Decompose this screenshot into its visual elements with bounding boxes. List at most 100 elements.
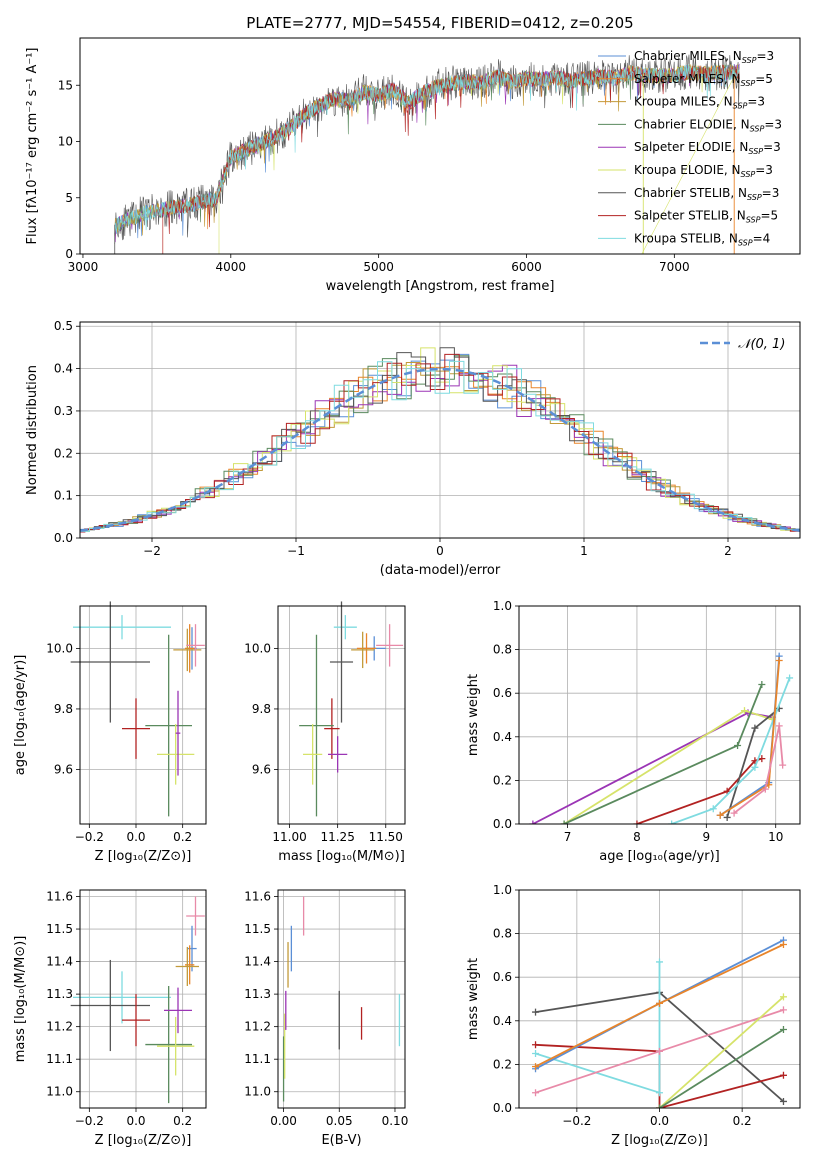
- marker-kroupa_stelib: [532, 1050, 540, 1057]
- y-tick-label: 0.4: [493, 730, 512, 744]
- spectrum-plot: 3000 4000 5000 6000 7000 0 5 10 15 wavelength [An…: [25, 37, 801, 294]
- y-axis-label: mass weight: [466, 958, 481, 1040]
- legend-label-suffix: =3: [764, 117, 782, 131]
- legend-label: Chabrier MILES, NSSP=3: [634, 49, 774, 65]
- y-axis-label: Flux [fλ10⁻¹⁷ erg cm⁻² s⁻¹ A⁻¹]: [25, 48, 40, 245]
- x-tick-label: 5000: [363, 260, 394, 274]
- legend-label-sub: SSP: [733, 102, 748, 111]
- x-tick-label: 0: [436, 544, 444, 558]
- marker-salpeter_miles: [716, 811, 724, 819]
- marker-salpeter_stelib: [633, 820, 641, 824]
- spectrum-series-kroupa_elodie: [218, 64, 740, 254]
- y-tick-label: 0.2: [493, 773, 512, 787]
- plot-frame: [277, 889, 406, 1109]
- x-tick-label: 3000: [68, 260, 99, 274]
- x-tick-label: 11.25: [320, 830, 354, 844]
- x-tick-label: 8: [633, 830, 641, 844]
- histogram-kroupa_elodie: [80, 347, 800, 532]
- marker-pink: [730, 809, 738, 817]
- legend-label-suffix: =3: [747, 95, 765, 109]
- mass-vs-metallicity-plot: −0.2 0.0 0.2 11.0 11.1 11.2 11.3 11.4 11.5 11.6 Z …: [13, 889, 207, 1148]
- x-tick-label: 1: [580, 544, 588, 558]
- y-tick-label: 11.4: [244, 955, 271, 969]
- plot-frame: [518, 605, 801, 825]
- marker-chabrier_elodie: [779, 1026, 787, 1034]
- plot-frame: [79, 889, 207, 1109]
- x-tick-label: −0.2: [75, 830, 104, 844]
- marker-chabrier_stelib: [532, 1008, 540, 1016]
- y-tick-label: 11.5: [46, 922, 73, 936]
- marker-kroupa_stelib: [786, 674, 794, 682]
- y-tick-label: 9.6: [252, 763, 271, 777]
- x-tick-label: 7: [564, 830, 572, 844]
- marker-chabrier_stelib: [723, 813, 731, 821]
- y-tick-label: 11.3: [46, 987, 73, 1001]
- legend-label-main: Kroupa STELIB, N: [634, 231, 738, 245]
- y-tick-label: 9.8: [54, 702, 73, 716]
- marker-pink: [779, 1006, 787, 1014]
- line-series-chabrier_elodie: [659, 1028, 784, 1108]
- y-tick-label: 1.0: [493, 599, 512, 613]
- x-tick-label: 0.00: [270, 1114, 297, 1128]
- marker-chabrier_elodie: [734, 742, 742, 750]
- y-tick-label: 9.8: [252, 702, 271, 716]
- line-series-kroupa_elodie: [658, 996, 785, 1108]
- y-tick-label: 10: [58, 135, 73, 149]
- y-tick-label: 1.0: [493, 883, 512, 897]
- marker-salpeter_stelib: [532, 1041, 540, 1049]
- legend-label-main: Kroupa MILES, N: [634, 95, 733, 109]
- marker-salpeter_stelib: [723, 787, 731, 795]
- x-tick-label: 7000: [659, 260, 690, 274]
- legend-label-main: Salpeter MILES, N: [634, 72, 741, 86]
- legend-label-main: Chabrier STELIB, N: [634, 186, 747, 200]
- marker-kroupa_elodie: [779, 993, 787, 1001]
- y-tick-label: 11.6: [46, 890, 73, 904]
- legend-label-suffix: =3: [756, 49, 774, 63]
- legend-label-main: Chabrier ELODIE, N: [634, 117, 750, 131]
- residuals-plot: −2 −1 0 1 2 0.0 0.1 0.2 0.3 0.4 0.5 (data-model)/er…: [25, 319, 801, 578]
- x-tick-label: −1: [287, 544, 305, 558]
- marker-chabrier_elodie: [560, 820, 568, 824]
- marker-pink: [532, 1089, 540, 1097]
- legend-label-sub: SSP: [741, 170, 756, 179]
- y-tick-label: 0.6: [493, 970, 512, 984]
- legend-label-sub: SSP: [747, 193, 762, 202]
- x-axis-label: mass [log₁₀(M/M⊙)]: [278, 849, 405, 864]
- legend-label-suffix: =3: [762, 186, 780, 200]
- massweight-vs-age-plot: 7 8 9 10 0.0 0.2 0.4 0.6 0.8 1.0 age [log₁₀(age/yr…: [466, 599, 801, 864]
- legend-label-sub: SSP: [748, 147, 763, 156]
- x-tick-label: 0.05: [326, 1114, 353, 1128]
- x-tick-label: 0.0: [126, 830, 145, 844]
- legend-label: Kroupa ELODIE, NSSP=3: [634, 163, 773, 179]
- spectrum-series-kroupa_stelib: [114, 64, 740, 234]
- x-axis-label: age [log₁₀(age/yr)]: [599, 849, 720, 864]
- legend-label: Chabrier ELODIE, NSSP=3: [634, 117, 782, 133]
- x-tick-label: 4000: [216, 260, 247, 274]
- y-tick-label: 0.4: [54, 362, 73, 376]
- marker-kroupa_stelib: [668, 820, 676, 824]
- legend-label-suffix: =4: [753, 231, 771, 245]
- y-axis-label: Normed distribution: [25, 365, 40, 495]
- marker-kroupa_stelib: [656, 958, 663, 966]
- legend-label-gaussian: 𝒩(0, 1): [738, 337, 785, 352]
- legend-label-suffix: =5: [760, 209, 778, 223]
- line-series-pink: [733, 725, 784, 814]
- marker-salpeter_stelib: [758, 755, 766, 763]
- x-axis-label: Z [log₁₀(Z/Z⊙)]: [95, 849, 192, 864]
- x-axis-label: Z [log₁₀(Z/Z⊙)]: [611, 1133, 708, 1148]
- legend-label-sub: SSP: [742, 56, 757, 65]
- y-tick-label: 10.0: [244, 641, 271, 655]
- x-tick-label: 11.00: [272, 830, 306, 844]
- y-tick-label: 5: [65, 191, 73, 205]
- legend-label: Salpeter ELODIE, NSSP=3: [634, 140, 781, 156]
- y-tick-label: 11.1: [46, 1052, 73, 1066]
- y-tick-label: 15: [58, 78, 73, 92]
- legend-label-sub: SSP: [741, 79, 756, 88]
- y-tick-label: 9.6: [54, 763, 73, 777]
- legend-label-suffix: =3: [755, 163, 773, 177]
- legend-label-suffix: =3: [763, 140, 781, 154]
- x-tick-label: −0.2: [562, 1114, 591, 1128]
- y-tick-label: 0.0: [493, 817, 512, 831]
- histogram-salpeter_stelib: [80, 353, 800, 533]
